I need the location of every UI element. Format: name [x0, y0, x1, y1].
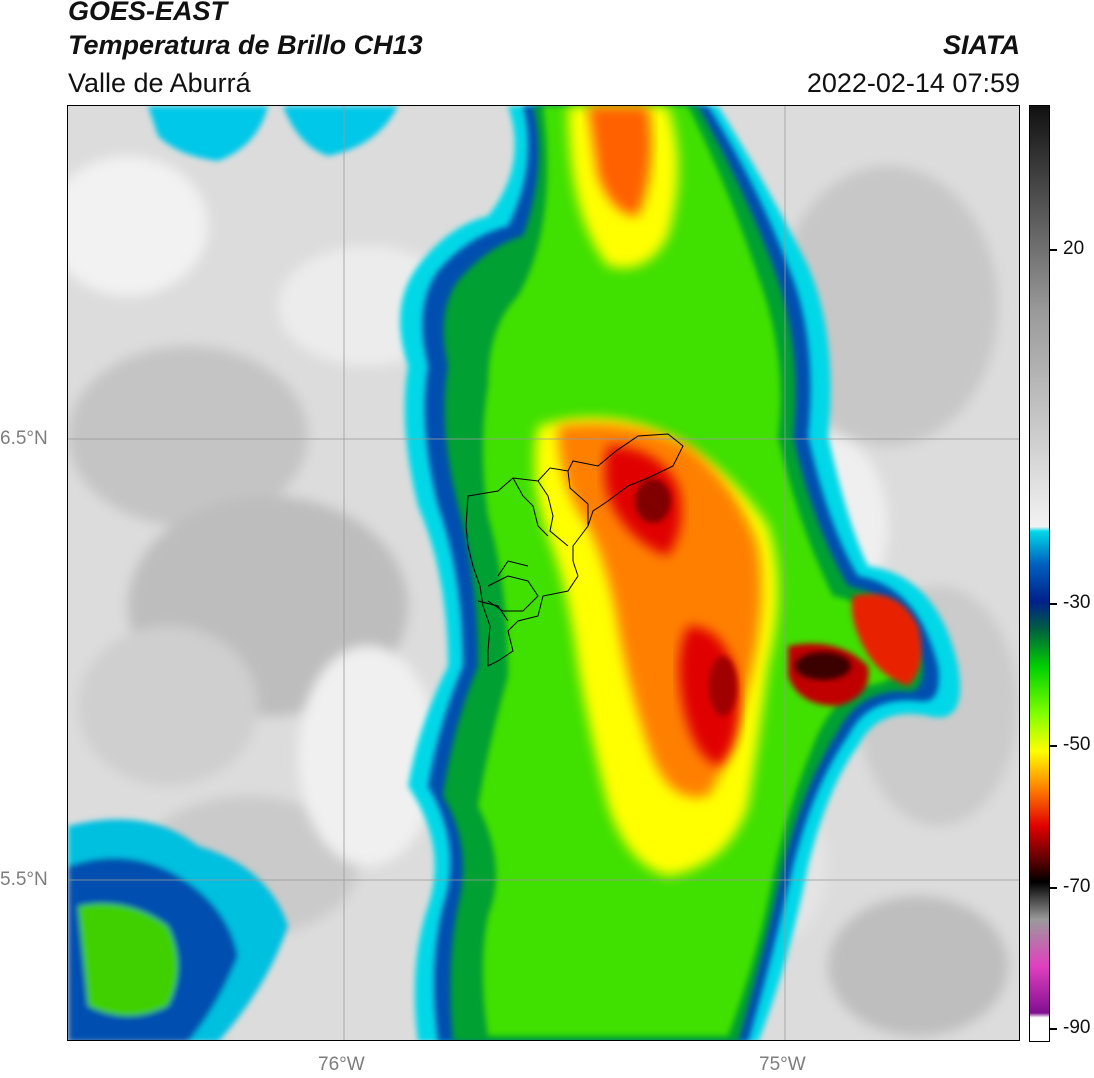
colorbar-tick [1050, 745, 1057, 747]
colorbar-tick [1050, 1028, 1057, 1030]
nw-cloud-patch [148, 106, 398, 161]
colorbar-label-minus90: -90 [1063, 1017, 1091, 1038]
colorbar-tick [1050, 603, 1057, 605]
sw-cloud-patch [68, 819, 288, 1040]
colorbar-label-20: 20 [1063, 238, 1085, 259]
lon-label-76w: 76°W [318, 1054, 365, 1075]
lon-label-75w: 75°W [759, 1054, 806, 1075]
colorbar-tick [1050, 249, 1057, 251]
aburra-valley-boundaries [465, 433, 684, 667]
colorbar-label-minus30: -30 [1063, 592, 1091, 613]
lat-label-5-5n: 5.5°N [0, 869, 48, 890]
lat-label-6-5n: 6.5°N [0, 428, 48, 449]
colorbar [1029, 105, 1050, 1042]
datetime-label: 2022-02-14 07:59 [806, 68, 1020, 98]
colorbar-label-minus70: -70 [1063, 876, 1091, 897]
satellite-title: GOES-EAST [68, 0, 228, 26]
agency-label: SIATA [943, 30, 1020, 60]
satellite-map [67, 105, 1020, 1041]
graticule [68, 106, 1019, 1040]
brightness-temperature-field [68, 106, 1019, 1040]
colorbar-label-minus50: -50 [1063, 734, 1091, 755]
colorbar-tick [1050, 887, 1057, 889]
product-title: Temperatura de Brillo CH13 [68, 30, 423, 60]
region-label: Valle de Aburrá [68, 68, 251, 98]
convective-system [400, 106, 961, 1040]
